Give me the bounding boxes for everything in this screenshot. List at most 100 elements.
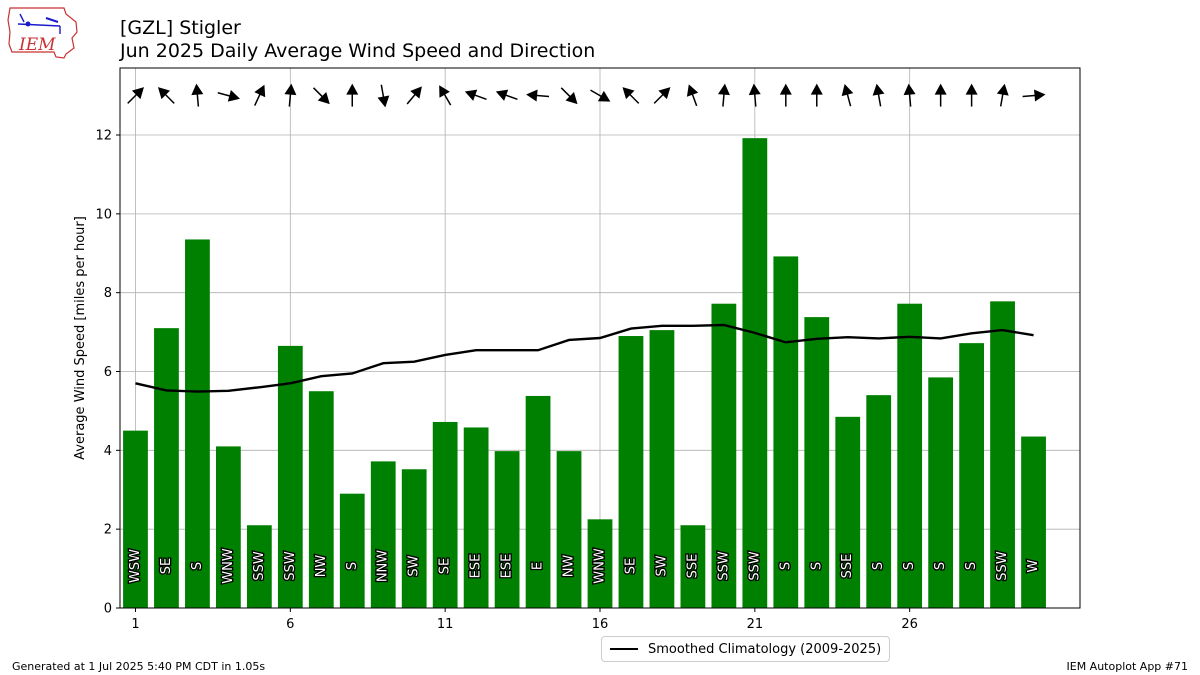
arrow-head bbox=[191, 83, 204, 96]
wind-direction-label: S bbox=[345, 562, 360, 570]
wind-direction-arrow bbox=[312, 87, 330, 105]
wind-direction-arrow bbox=[284, 83, 297, 107]
wind-direction-label: SE bbox=[438, 558, 453, 574]
wind-direction-arrows bbox=[127, 83, 1046, 108]
arrow-head bbox=[996, 83, 1009, 96]
wind-speed-bar bbox=[587, 519, 613, 608]
arrow-head bbox=[495, 89, 509, 101]
wind-speed-bar bbox=[680, 525, 706, 608]
chart-title-description: Jun 2025 Daily Average Wind Speed and Di… bbox=[120, 40, 596, 62]
wind-direction-arrow bbox=[254, 84, 266, 106]
wind-speed-bar bbox=[835, 416, 861, 608]
wind-direction-label: S bbox=[778, 562, 793, 570]
arrow-head bbox=[717, 83, 730, 96]
wind-direction-arrow bbox=[191, 83, 204, 107]
wind-direction-label: WSW bbox=[128, 549, 143, 583]
wind-direction-label: NNW bbox=[376, 550, 391, 582]
arrow-head bbox=[1034, 89, 1046, 102]
wind-direction-label: SSW bbox=[252, 551, 267, 581]
wind-speed-bar bbox=[618, 336, 644, 608]
wind-direction-label: SE bbox=[159, 558, 174, 574]
wind-speed-bar bbox=[928, 377, 954, 608]
wind-direction-label: SE bbox=[623, 558, 638, 574]
y-tick-label: 2 bbox=[104, 523, 112, 538]
arrow-head bbox=[965, 83, 978, 95]
wind-direction-label: S bbox=[964, 562, 979, 570]
arrow-head bbox=[622, 87, 635, 100]
y-tick-label: 12 bbox=[95, 129, 112, 144]
arrow-head bbox=[810, 83, 823, 95]
wind-speed-bar bbox=[959, 343, 984, 608]
arrow-head bbox=[439, 85, 450, 98]
wind-direction-arrow bbox=[127, 87, 144, 104]
arrow-head bbox=[346, 83, 359, 95]
y-tick-label: 4 bbox=[104, 444, 112, 459]
y-tick-label: 8 bbox=[104, 286, 112, 301]
climatology-line-group bbox=[135, 323, 1034, 393]
wind-direction-arrow bbox=[872, 83, 885, 107]
wind-direction-arrow bbox=[653, 87, 671, 104]
wind-speed-bar bbox=[185, 239, 210, 609]
wind-direction-label: S bbox=[190, 562, 205, 570]
arrow-head bbox=[131, 87, 144, 100]
wind-direction-arrow bbox=[810, 83, 823, 107]
wind-direction-arrow bbox=[841, 84, 854, 107]
wind-direction-arrow bbox=[217, 90, 240, 102]
wind-speed-bar bbox=[370, 461, 396, 608]
arrow-head bbox=[464, 89, 478, 101]
wind-direction-arrow bbox=[346, 83, 359, 107]
x-tick-label: 16 bbox=[592, 617, 609, 632]
wind-speed-bar bbox=[525, 395, 551, 608]
wind-direction-label: NW bbox=[562, 555, 577, 578]
autoplot-app-id: IEM Autoplot App #71 bbox=[1066, 660, 1189, 673]
wind-direction-label: WNW bbox=[221, 548, 236, 584]
wind-direction-arrow bbox=[903, 83, 916, 107]
logo-text: IEM bbox=[18, 35, 56, 55]
wind-speed-bar bbox=[463, 427, 489, 608]
wind-speed-bar bbox=[277, 345, 303, 608]
wind-direction-label: WNW bbox=[593, 548, 608, 584]
wind-direction-arrow bbox=[560, 87, 578, 105]
wind-speed-bar bbox=[556, 451, 582, 608]
arrow-head bbox=[841, 84, 854, 97]
wind-direction-label: SSW bbox=[283, 551, 298, 581]
wind-direction-label: ESE bbox=[500, 554, 515, 579]
wind-speed-bar bbox=[711, 303, 737, 608]
wind-speed-bar bbox=[1021, 436, 1046, 608]
wind-direction-arrow bbox=[965, 83, 978, 107]
wind-speed-bar bbox=[401, 469, 427, 608]
arrow-head bbox=[686, 84, 699, 97]
wind-direction-arrow bbox=[717, 83, 730, 107]
y-axis-title: Average Wind Speed [miles per hour] bbox=[73, 216, 88, 460]
wind-direction-arrow bbox=[779, 83, 792, 107]
wind-direction-label: S bbox=[902, 562, 917, 570]
wind-direction-label: ESE bbox=[469, 554, 484, 579]
arrow-head bbox=[565, 92, 578, 105]
generated-timestamp: Generated at 1 Jul 2025 5:40 PM CDT in 1… bbox=[12, 660, 266, 673]
wind-direction-label: W bbox=[1026, 559, 1041, 572]
wind-direction-label: SSW bbox=[716, 551, 731, 581]
wind-speed-bar bbox=[216, 446, 241, 608]
wind-direction-label: SSW bbox=[747, 551, 762, 581]
legend-label: Smoothed Climatology (2009-2025) bbox=[648, 641, 882, 657]
arrow-head bbox=[872, 83, 885, 96]
wind-speed-bar bbox=[308, 391, 334, 608]
wind-direction-arrow bbox=[996, 83, 1009, 107]
arrow-head bbox=[317, 92, 330, 105]
wind-speed-bar bbox=[990, 301, 1015, 608]
arrow-head bbox=[377, 95, 390, 108]
wind-speed-bar bbox=[154, 328, 179, 608]
wind-direction-arrow bbox=[934, 83, 947, 107]
arrow-head bbox=[597, 90, 611, 102]
wind-speed-bar bbox=[246, 525, 272, 608]
arrow-head bbox=[227, 90, 240, 102]
x-tick-label: 6 bbox=[286, 617, 294, 632]
wind-speed-bar bbox=[866, 395, 892, 608]
wind-direction-arrow bbox=[377, 84, 390, 108]
wind-speed-bar bbox=[123, 430, 148, 608]
arrow-head bbox=[284, 83, 297, 96]
y-tick-label: 10 bbox=[95, 207, 112, 222]
wind-speed-bar bbox=[742, 138, 768, 608]
